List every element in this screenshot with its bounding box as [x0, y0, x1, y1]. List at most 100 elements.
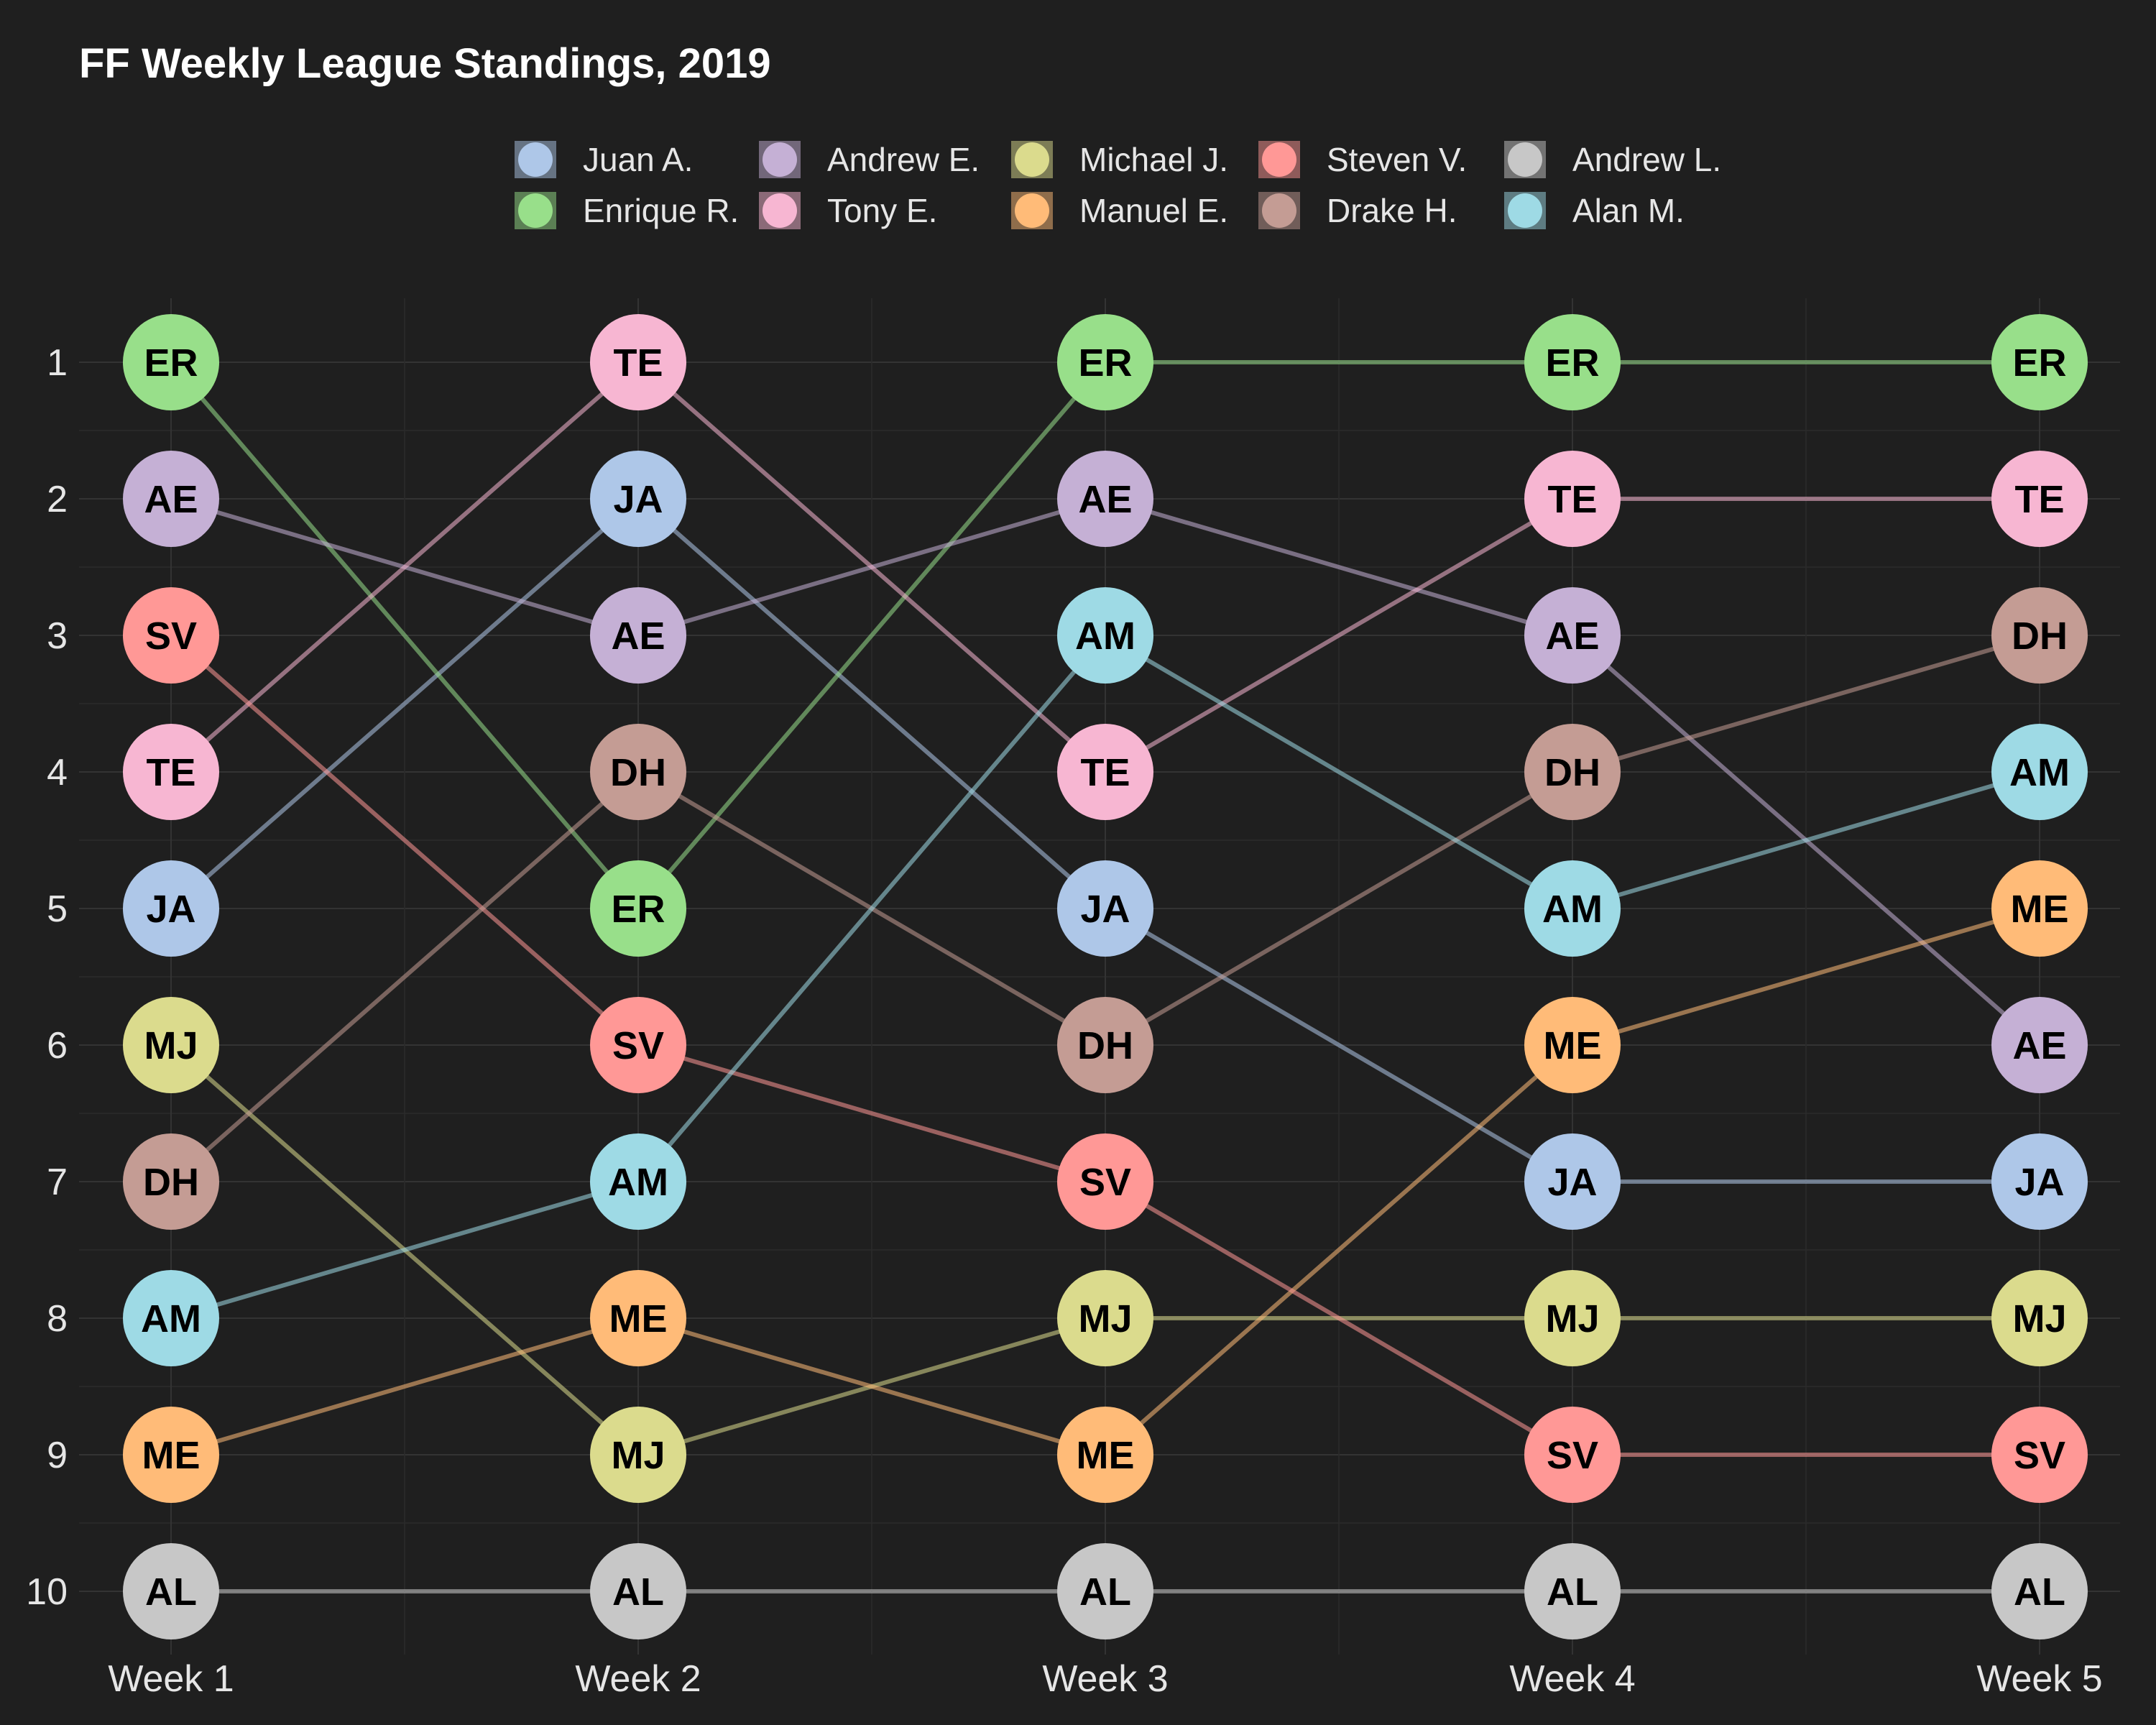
- rank-point: [1524, 587, 1621, 684]
- marker-me-week-2: ME: [590, 1270, 686, 1366]
- marker-te-week-2: TE: [590, 314, 686, 410]
- x-tick-label: Week 4: [1509, 1658, 1635, 1700]
- marker-dh-week-1: DH: [123, 1133, 219, 1230]
- legend-label: Alan M.: [1572, 192, 1685, 229]
- rank-point-label: DH: [2012, 615, 2068, 658]
- legend-label: Manuel E.: [1079, 192, 1228, 229]
- legend-label: Michael J.: [1079, 141, 1228, 178]
- rank-point: [123, 997, 219, 1093]
- marker-me-week-4: ME: [1524, 997, 1621, 1093]
- marker-ja-week-2: JA: [590, 451, 686, 547]
- rank-point: [123, 1270, 219, 1366]
- rank-point-label: ER: [144, 341, 198, 385]
- rank-point-label: AE: [1545, 615, 1599, 658]
- marker-am-week-3: AM: [1057, 587, 1153, 684]
- rank-point-label: ER: [1545, 341, 1599, 385]
- y-tick-label: 3: [47, 615, 68, 657]
- legend-label: Juan A.: [583, 141, 693, 178]
- legend-key: [1015, 142, 1049, 177]
- rank-point: [1057, 451, 1153, 547]
- marker-dh-week-4: DH: [1524, 724, 1621, 820]
- y-tick-label: 1: [47, 342, 68, 384]
- marker-er-week-3: ER: [1057, 314, 1153, 410]
- rank-point: [590, 314, 686, 410]
- rank-point: [1991, 314, 2088, 410]
- rank-point-label: SV: [1547, 1434, 1598, 1477]
- marker-ae-week-1: AE: [123, 451, 219, 547]
- rank-point: [1057, 1407, 1153, 1503]
- rank-point-label: ME: [1544, 1024, 1602, 1067]
- marker-ja-week-3: JA: [1057, 860, 1153, 957]
- rank-point-label: AM: [1542, 888, 1603, 931]
- rank-point-label: SV: [612, 1024, 664, 1067]
- legend-item-andrew-l: Andrew L.: [1504, 141, 1721, 178]
- marker-sv-week-4: SV: [1524, 1407, 1621, 1503]
- x-tick-label: Week 3: [1042, 1658, 1168, 1700]
- axes: 1 2 3 4 5 6 7 8 9 10 Week 1 Week 2 Week 3 Week 4 Week …: [26, 342, 2103, 1700]
- rank-point-label: DH: [1077, 1024, 1133, 1067]
- marker-me-week-1: ME: [123, 1407, 219, 1503]
- x-tick-label: Week 1: [108, 1658, 234, 1700]
- rank-point: [1057, 314, 1153, 410]
- rank-point: [123, 451, 219, 547]
- rank-point: [1057, 724, 1153, 820]
- rank-point: [123, 314, 219, 410]
- rank-point-label: AL: [1547, 1570, 1598, 1614]
- marker-dh-week-3: DH: [1057, 997, 1153, 1093]
- rank-point-label: ME: [142, 1434, 201, 1477]
- rank-point: [590, 1407, 686, 1503]
- marker-al-week-3: AL: [1057, 1543, 1153, 1639]
- y-tick-label: 6: [47, 1025, 68, 1067]
- marker-ae-week-4: AE: [1524, 587, 1621, 684]
- rank-markers: JA JA JA JA JA ER ER ER ER ER AE AE AE AE AE TE TE TE TE TE…: [123, 314, 2088, 1639]
- marker-dh-week-5: DH: [1991, 587, 2088, 684]
- marker-mj-week-2: MJ: [590, 1407, 686, 1503]
- rank-point: [1057, 1133, 1153, 1230]
- rank-point-label: JA: [146, 888, 195, 931]
- legend-key: [1262, 142, 1296, 177]
- rank-point: [1057, 997, 1153, 1093]
- legend-item-tony-e: Tony E.: [759, 192, 937, 229]
- rank-point: [590, 1270, 686, 1366]
- rank-point-label: DH: [610, 751, 666, 794]
- rank-point: [590, 860, 686, 957]
- rank-point-label: ER: [1078, 341, 1132, 385]
- rank-point: [590, 1543, 686, 1639]
- y-tick-label: 8: [47, 1298, 68, 1340]
- rank-point-label: TE: [1547, 478, 1597, 521]
- rank-point-label: MJ: [144, 1024, 198, 1067]
- rank-point-label: MJ: [611, 1434, 665, 1477]
- rank-point: [1991, 1133, 2088, 1230]
- legend-item-manuel-e: Manuel E.: [1011, 192, 1228, 229]
- legend-label: Tony E.: [827, 192, 937, 229]
- legend-item-drake-h: Drake H.: [1258, 192, 1457, 229]
- marker-er-week-5: ER: [1991, 314, 2088, 410]
- y-tick-label: 2: [47, 479, 68, 520]
- rank-point: [590, 587, 686, 684]
- rank-point-label: AE: [611, 615, 665, 658]
- rank-point-label: SV: [2014, 1434, 2065, 1477]
- rank-point-label: AL: [1079, 1570, 1131, 1614]
- marker-sv-week-5: SV: [1991, 1407, 2088, 1503]
- rank-point-label: TE: [613, 341, 663, 385]
- y-tick-label: 4: [47, 752, 68, 794]
- legend-key: [1015, 193, 1049, 228]
- rank-point: [1057, 1270, 1153, 1366]
- legend-key: [1262, 193, 1296, 228]
- marker-ja-week-5: JA: [1991, 1133, 2088, 1230]
- rank-point: [1524, 451, 1621, 547]
- marker-mj-week-4: MJ: [1524, 1270, 1621, 1366]
- rank-point: [123, 1407, 219, 1503]
- rank-point-label: MJ: [1078, 1297, 1132, 1340]
- rank-point: [590, 997, 686, 1093]
- rank-point: [1057, 860, 1153, 957]
- rank-point: [1991, 724, 2088, 820]
- rank-point: [1057, 587, 1153, 684]
- marker-ae-week-2: AE: [590, 587, 686, 684]
- legend-key: [1508, 193, 1542, 228]
- y-tick-label: 5: [47, 888, 68, 930]
- rank-point: [1524, 1407, 1621, 1503]
- legend-key: [518, 193, 553, 228]
- rank-point-label: AL: [145, 1570, 197, 1614]
- rank-point: [1524, 314, 1621, 410]
